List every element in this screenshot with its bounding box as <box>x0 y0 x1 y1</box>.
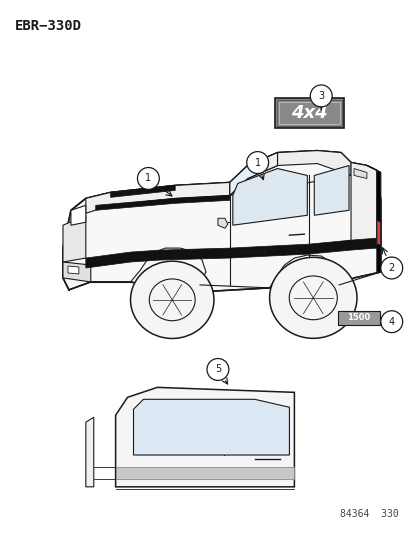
Polygon shape <box>229 152 277 196</box>
Circle shape <box>206 359 228 381</box>
Polygon shape <box>133 399 289 455</box>
Polygon shape <box>63 151 380 292</box>
Polygon shape <box>376 220 380 245</box>
Polygon shape <box>366 166 380 173</box>
Polygon shape <box>217 218 227 228</box>
Text: 3: 3 <box>318 91 323 101</box>
Text: 4x4: 4x4 <box>290 104 327 122</box>
Text: 4: 4 <box>388 317 394 327</box>
Polygon shape <box>95 196 229 211</box>
Polygon shape <box>313 166 348 215</box>
Circle shape <box>310 85 331 107</box>
FancyBboxPatch shape <box>274 98 343 128</box>
Polygon shape <box>376 171 380 272</box>
Ellipse shape <box>130 261 214 338</box>
Polygon shape <box>110 185 175 197</box>
Circle shape <box>246 151 268 173</box>
Ellipse shape <box>269 257 356 338</box>
Polygon shape <box>63 262 90 282</box>
Text: EBR−330D: EBR−330D <box>15 19 82 33</box>
Polygon shape <box>229 151 350 196</box>
Polygon shape <box>353 168 366 179</box>
Polygon shape <box>85 182 229 213</box>
Polygon shape <box>350 163 376 248</box>
Text: 1500: 1500 <box>347 313 370 322</box>
Text: 2: 2 <box>388 263 394 273</box>
Polygon shape <box>68 266 78 274</box>
Polygon shape <box>115 387 294 487</box>
Circle shape <box>380 311 402 333</box>
Text: DODGE: DODGE <box>240 250 268 256</box>
FancyBboxPatch shape <box>337 311 379 325</box>
Polygon shape <box>71 205 85 225</box>
Text: 5: 5 <box>214 365 221 375</box>
Polygon shape <box>232 168 306 225</box>
Circle shape <box>137 167 159 189</box>
Text: 1: 1 <box>145 173 151 183</box>
Polygon shape <box>85 417 93 487</box>
Text: 1: 1 <box>254 158 260 167</box>
Polygon shape <box>63 215 85 262</box>
Polygon shape <box>85 238 376 268</box>
Polygon shape <box>115 467 294 479</box>
Circle shape <box>380 257 402 279</box>
Text: 84364  330: 84364 330 <box>339 508 398 519</box>
